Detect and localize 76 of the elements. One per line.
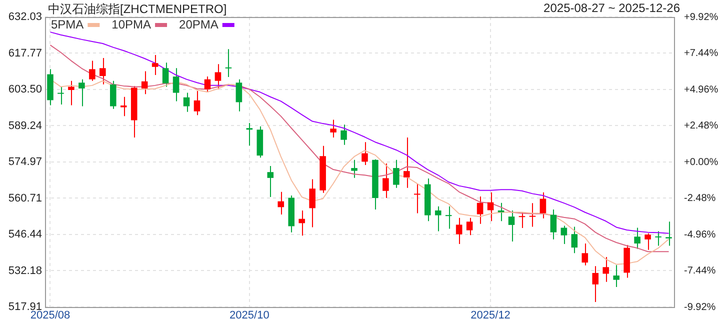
candlestick (666, 221, 672, 246)
candlestick (78, 78, 85, 107)
candlestick (236, 78, 242, 112)
candlestick (141, 70, 148, 95)
candlestick (162, 62, 169, 88)
candlestick (560, 225, 568, 245)
candlestick (540, 192, 546, 219)
chart-title: 中汉石油综指[ZHCTMENPETRO] (48, 1, 227, 18)
candlestick (246, 122, 253, 146)
y2-tick-label: -9.92% (684, 302, 716, 313)
candlestick (382, 162, 389, 199)
y-tick-label: 532.18 (8, 264, 42, 277)
candlestick (476, 196, 484, 224)
candlestick (487, 192, 494, 222)
candlestick (644, 232, 651, 250)
y2-tick-label: +9.92% (684, 12, 718, 23)
candlestick (89, 60, 96, 82)
candlestick (445, 206, 452, 230)
candlestick (351, 159, 358, 178)
candlestick (172, 68, 180, 102)
candlestick (330, 119, 336, 138)
candlestick (309, 178, 316, 228)
legend-label: 10PMA (112, 17, 152, 32)
candlestick (183, 92, 190, 112)
candlestick (529, 202, 536, 228)
candlestick (152, 54, 158, 76)
y2-tick-label: +7.44% (684, 48, 718, 59)
candlestick (393, 159, 400, 188)
candlestick (550, 208, 557, 240)
y2-tick-label: -4.96% (684, 229, 716, 240)
candlestick (204, 76, 211, 93)
candlestick (214, 64, 222, 90)
y2-tick-label: -2.48% (684, 193, 716, 204)
candlestick (518, 212, 526, 228)
candlestick (602, 256, 610, 282)
y-tick-label: 574.97 (8, 156, 42, 168)
candlestick (571, 226, 578, 254)
y2-tick-label: +2.48% (684, 120, 718, 132)
candlestick (634, 227, 640, 250)
y-tick-label: 603.50 (8, 84, 42, 96)
candlestick (582, 242, 588, 266)
y-tick-label: 560.71 (8, 192, 42, 204)
x-tick-label: 2025/10 (230, 310, 270, 320)
x-tick-label: 2025/08 (30, 310, 70, 320)
legend-label: 20PMA (179, 17, 218, 32)
candlestick (194, 90, 200, 116)
candlestick (613, 264, 620, 288)
candlestick (298, 210, 305, 236)
candlestick (278, 191, 284, 216)
chart-subtitle: 2025-08-27 ~ 2025-12-26 (544, 1, 680, 15)
y2-tick-label: +4.96% (684, 84, 718, 96)
y2-tick-label: -7.44% (684, 266, 716, 276)
candlestick (434, 206, 442, 232)
y-tick-label: 589.24 (8, 120, 42, 132)
candlestick (340, 124, 347, 146)
candlestick (466, 217, 473, 236)
candlestick (456, 217, 462, 245)
candlestick (58, 86, 64, 105)
candlestick (267, 165, 274, 198)
candlestick (110, 80, 116, 110)
candlestick (120, 96, 127, 117)
y2-tick-label: +0.00% (684, 156, 718, 168)
y-tick-label: 617.77 (8, 47, 42, 60)
y-tick-label: 546.44 (8, 228, 42, 241)
y-tick-label: 632.03 (8, 11, 42, 24)
candlestick (655, 230, 662, 246)
x-tick-label: 2025/12 (470, 310, 510, 320)
candlestick (362, 142, 368, 166)
legend-label: 5PMA (51, 17, 84, 32)
candlestick (100, 57, 106, 85)
candlestick (592, 266, 599, 302)
candlestick (508, 210, 515, 242)
candlestick (225, 48, 232, 78)
candlestick (414, 183, 420, 214)
candlestick (404, 137, 410, 188)
candlestick (68, 80, 74, 106)
